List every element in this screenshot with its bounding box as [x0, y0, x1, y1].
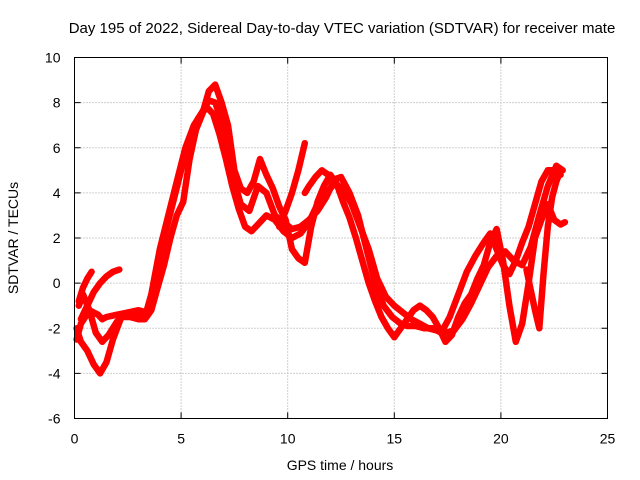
x-axis-label: GPS time / hours — [287, 457, 394, 473]
x-tick-label: 15 — [387, 431, 403, 447]
series-track-4 — [77, 266, 123, 323]
plot-frame — [74, 57, 608, 419]
x-tick-label: 25 — [600, 431, 616, 447]
x-tick-label: 5 — [177, 431, 185, 447]
y-tick-label: 8 — [53, 95, 61, 111]
data-series — [73, 81, 569, 377]
y-tick-label: -4 — [48, 365, 61, 381]
y-tick-label: 6 — [53, 140, 61, 156]
y-tick-label: 2 — [53, 230, 61, 246]
series-track-8 — [523, 167, 564, 332]
y-tick-label: 4 — [53, 185, 61, 201]
series-track-6 — [275, 139, 309, 230]
y-tick-label: 0 — [53, 275, 61, 291]
series-track-5 — [75, 268, 95, 305]
series-track-7 — [301, 167, 332, 197]
grid-lines — [74, 57, 608, 419]
y-axis-label: SDTVAR / TECUs — [5, 182, 21, 294]
y-tick-label: -6 — [48, 411, 61, 427]
series-track-3 — [73, 81, 569, 377]
chart-title: Day 195 of 2022, Sidereal Day-to-day VTE… — [69, 20, 616, 37]
x-tick-label: 0 — [71, 431, 79, 447]
y-tick-label: 10 — [45, 50, 61, 66]
y-tick-label: -2 — [48, 320, 61, 336]
x-tick-label: 10 — [280, 431, 296, 447]
x-tick-label: 20 — [493, 431, 509, 447]
